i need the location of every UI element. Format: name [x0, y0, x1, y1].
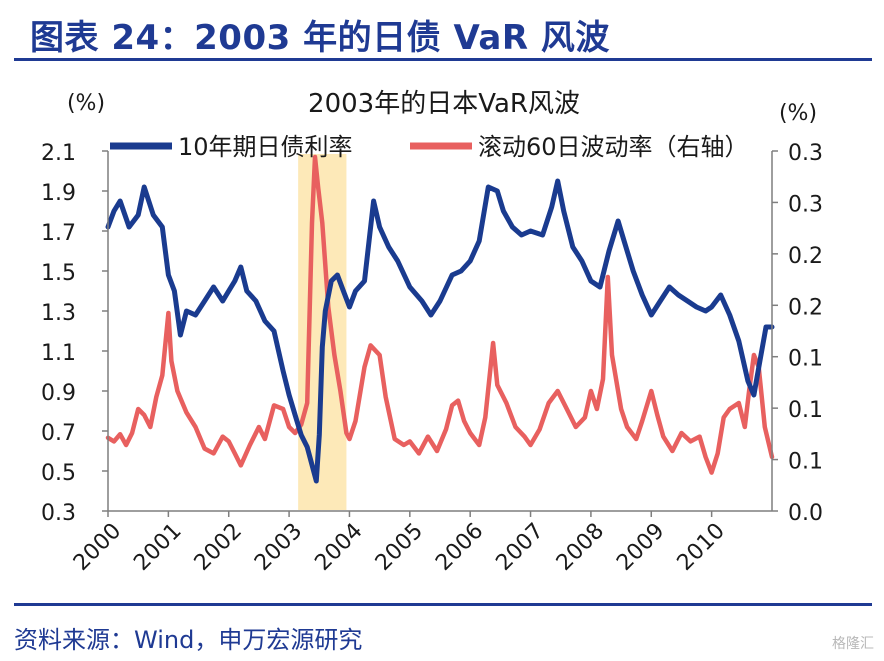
x-tick-label: 2005 — [371, 519, 428, 576]
x-tick-label: 2004 — [310, 519, 367, 576]
series-line-yield — [105, 178, 775, 484]
title-rule — [14, 58, 872, 61]
y-left-tick-label: 1.7 — [41, 221, 76, 246]
y-right-tick-label: 0.3 — [788, 141, 823, 166]
legend-label-vol: 滚动60日波动率（右轴） — [478, 133, 749, 161]
y-right-tick-label: 0.2 — [788, 295, 823, 320]
y-axis-left-unit: (%) — [67, 91, 105, 116]
x-tick-label: 2002 — [190, 519, 247, 576]
y-left-tick-label: 1.1 — [41, 341, 76, 366]
x-tick-label: 2010 — [673, 519, 730, 576]
y-left-tick-label: 2.1 — [41, 141, 76, 166]
x-tick-label: 2000 — [69, 519, 126, 576]
footer-rule — [14, 603, 872, 606]
series-line-volatility — [105, 154, 775, 475]
y-left-tick-label: 0.7 — [41, 421, 76, 446]
y-left-tick-label: 0.9 — [41, 381, 76, 406]
y-right-tick-label: 0.1 — [788, 347, 823, 372]
y-left-tick-label: 0.5 — [41, 461, 76, 486]
y-right-tick-label: 0.0 — [788, 501, 823, 526]
y-left-tick-label: 1.5 — [41, 261, 76, 286]
x-tick-label: 2001 — [129, 519, 186, 576]
x-tick-label: 2006 — [431, 519, 488, 576]
y-left-tick-label: 1.3 — [41, 301, 76, 326]
legend-label-yield: 10年期日债利率 — [178, 133, 353, 161]
y-right-tick-label: 0.2 — [788, 244, 823, 269]
x-tick-label: 2008 — [552, 519, 609, 576]
series-layer — [105, 154, 775, 484]
x-tick-label: 2003 — [250, 519, 307, 576]
x-tick-label: 2009 — [612, 519, 669, 576]
x-tick-label: 2007 — [492, 519, 549, 576]
y-left-tick-label: 1.9 — [41, 181, 76, 206]
page-title: 图表 24：2003 年的日债 VaR 风波 — [30, 18, 610, 58]
source-note: 资料来源：Wind，申万宏源研究 — [14, 626, 363, 654]
y-right-tick-label: 0.1 — [788, 398, 823, 423]
watermark: 格隆汇 — [832, 636, 874, 652]
y-left-tick-label: 0.3 — [41, 501, 76, 526]
legend: 10年期日债利率 滚动60日波动率（右轴） — [110, 133, 749, 161]
chart-title: 2003年的日本VaR风波 — [308, 89, 580, 119]
chart-svg: 0.3 0.5 0.7 0.9 1.1 1.3 1.5 1.7 1.9 2.1 0.0 0.1 0.1 0… — [41, 89, 823, 576]
y-axis-right-unit: (%) — [779, 101, 817, 126]
y-right-tick-label: 0.1 — [788, 450, 823, 475]
y-right-tick-label: 0.3 — [788, 192, 823, 217]
